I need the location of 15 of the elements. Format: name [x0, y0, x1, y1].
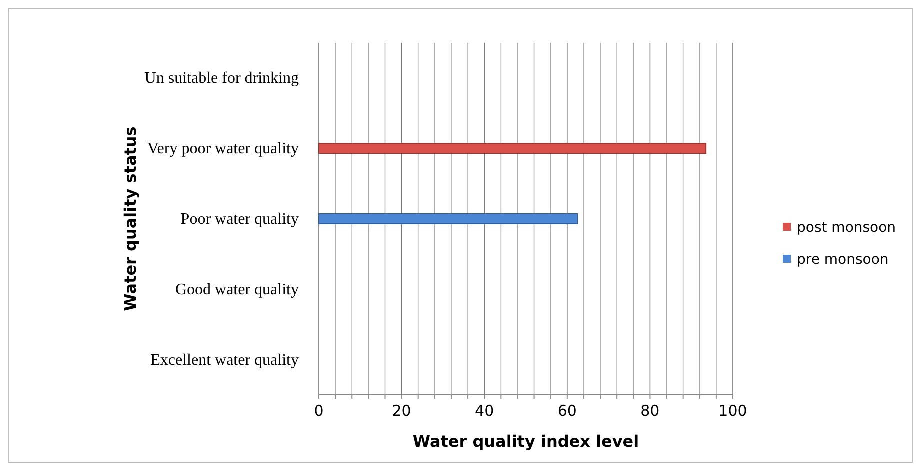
y-tick-label: Very poor water quality: [147, 140, 299, 158]
x-tick-label: 0: [314, 402, 324, 420]
y-tick-label: Good water quality: [175, 281, 299, 298]
x-tick-label: 20: [392, 402, 412, 420]
y-tick-label: Poor water quality: [180, 211, 299, 228]
x-tick-label: 60: [558, 402, 577, 420]
x-tick-label: 40: [475, 402, 494, 420]
y-tick-label: Un suitable for drinking: [144, 70, 299, 88]
x-axis-title: Water quality index level: [412, 432, 640, 451]
x-tick-label: 80: [640, 402, 660, 420]
y-tick-label: Excellent water quality: [150, 352, 299, 369]
x-tick-label: 100: [718, 402, 748, 420]
legend-label: post monsoon: [797, 220, 896, 236]
y-axis-title: Water quality status: [121, 126, 140, 312]
legend-label: pre monsoon: [797, 252, 889, 268]
